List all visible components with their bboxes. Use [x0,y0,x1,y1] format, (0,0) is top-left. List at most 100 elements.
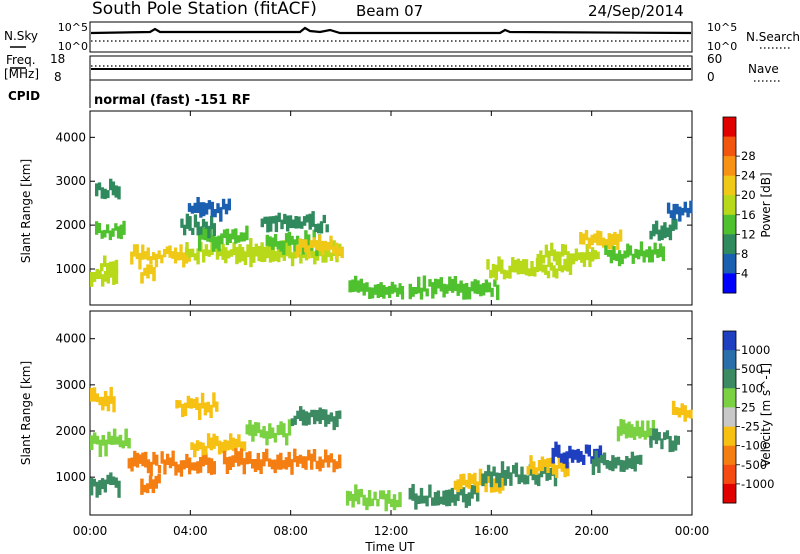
heatmap-cell [260,249,264,263]
heatmap-cell [105,263,110,278]
heatmap-cell [324,250,328,263]
heatmap-cell [654,220,659,235]
heatmap-cell [408,487,412,500]
heatmap-cell [295,235,300,245]
heatmap-cell [604,239,609,248]
heatmap-cell [304,239,308,253]
heatmap-cell [579,451,583,462]
heatmap-cell [540,456,545,472]
heatmap-cell [308,213,312,230]
heatmap-cell [558,251,562,266]
heatmap-cell [223,439,227,452]
heatmap-cell [116,226,121,239]
heatmap-cell [652,224,656,237]
heatmap-cell [193,214,198,228]
heatmap-cell [279,452,283,470]
heatmap-cell [100,478,105,490]
heatmap-cell [557,444,561,458]
heatmap-cell [379,282,383,297]
heatmap-cell [563,463,567,478]
heatmap-cell [227,198,231,211]
colorbar-swatch [723,388,736,408]
heatmap-cell [157,465,162,474]
heatmap-cell [442,283,446,298]
heatmap-cell [270,459,275,470]
heatmap-cell [493,279,497,287]
heatmap-cell [660,438,664,450]
heatmap-cell [179,460,184,477]
heatmap-cell [683,201,687,213]
heatmap-cell [332,245,336,254]
heatmap-cell [431,497,435,506]
heatmap-cell [201,442,205,456]
noise-tick-bottom: 10^0 [58,40,88,53]
heatmap-cell [206,401,210,413]
heatmap-cell [596,251,600,260]
heatmap-cell [97,182,102,191]
heatmap-cell [279,247,284,258]
heatmap-cell [248,420,252,436]
heatmap-cell [114,185,118,198]
heatmap-cell [260,218,264,228]
heatmap-cell [627,458,632,469]
heatmap-cell [568,445,572,459]
y-tick-label: 3000 [55,378,86,392]
heatmap-cell [245,424,249,435]
heatmap-cell [419,487,424,504]
heatmap-cell [329,235,333,250]
heatmap-cell [209,404,213,418]
colorbar-tick-label: 1000 [741,343,770,357]
heatmap-cell [606,249,611,257]
freq-tick-bottom: 8 [54,70,62,84]
heatmap-cell [625,456,629,470]
heatmap-cell [190,205,195,214]
heatmap-cell [689,409,693,419]
heatmap-cell [481,283,486,296]
heatmap-cell [536,253,540,262]
colorbar-tick-label: -100 [741,439,767,453]
colorbar-tick-label: 4 [741,266,748,280]
colorbar-swatch [723,136,736,157]
heatmap-cell [674,407,679,416]
heatmap-cell [669,210,674,218]
x-tick-label: 08:00 [273,524,308,538]
heatmap-cell [619,459,623,472]
heatmap-cell [530,261,534,276]
heatmap-cell [484,477,488,493]
heatmap-cell [541,264,545,273]
colorbar-swatch [723,156,736,177]
heatmap-cell [591,459,596,475]
heatmap-cell [594,450,598,467]
heatmap-cell [598,445,603,462]
heatmap-cell [267,458,272,467]
heatmap-cell [365,282,369,292]
heatmap-cell [381,490,386,500]
heatmap-cell [376,499,380,507]
heatmap-cell [439,277,443,292]
heatmap-cell [368,287,372,299]
heatmap-cell [359,488,363,498]
colorbar-frame [722,330,737,504]
heatmap-cell [266,216,270,233]
heatmap-cell [163,459,167,475]
heatmap-cell [638,426,642,439]
heatmap-cell [476,481,480,493]
colorbar-swatch [723,407,736,427]
heatmap-cell [130,251,134,265]
heatmap-cell [519,260,523,275]
colorbar-swatch [723,214,736,235]
heatmap-cell [511,257,515,273]
heatmap-cell [217,235,221,252]
heatmap-cell [382,285,386,299]
heatmap-cell [222,229,227,238]
colorbar-swatch [723,426,736,447]
heatmap-cell [192,398,196,408]
heatmap-cell [287,451,291,468]
heatmap-cell [180,218,184,228]
colorbar-frame [722,116,737,294]
heatmap-cell [114,269,119,284]
y-tick-label: 2000 [55,424,86,438]
heatmap-cell [553,471,558,487]
heatmap-cell [576,448,580,463]
velocity-colorbar-label: Velocity [m s^-1] [759,363,773,467]
